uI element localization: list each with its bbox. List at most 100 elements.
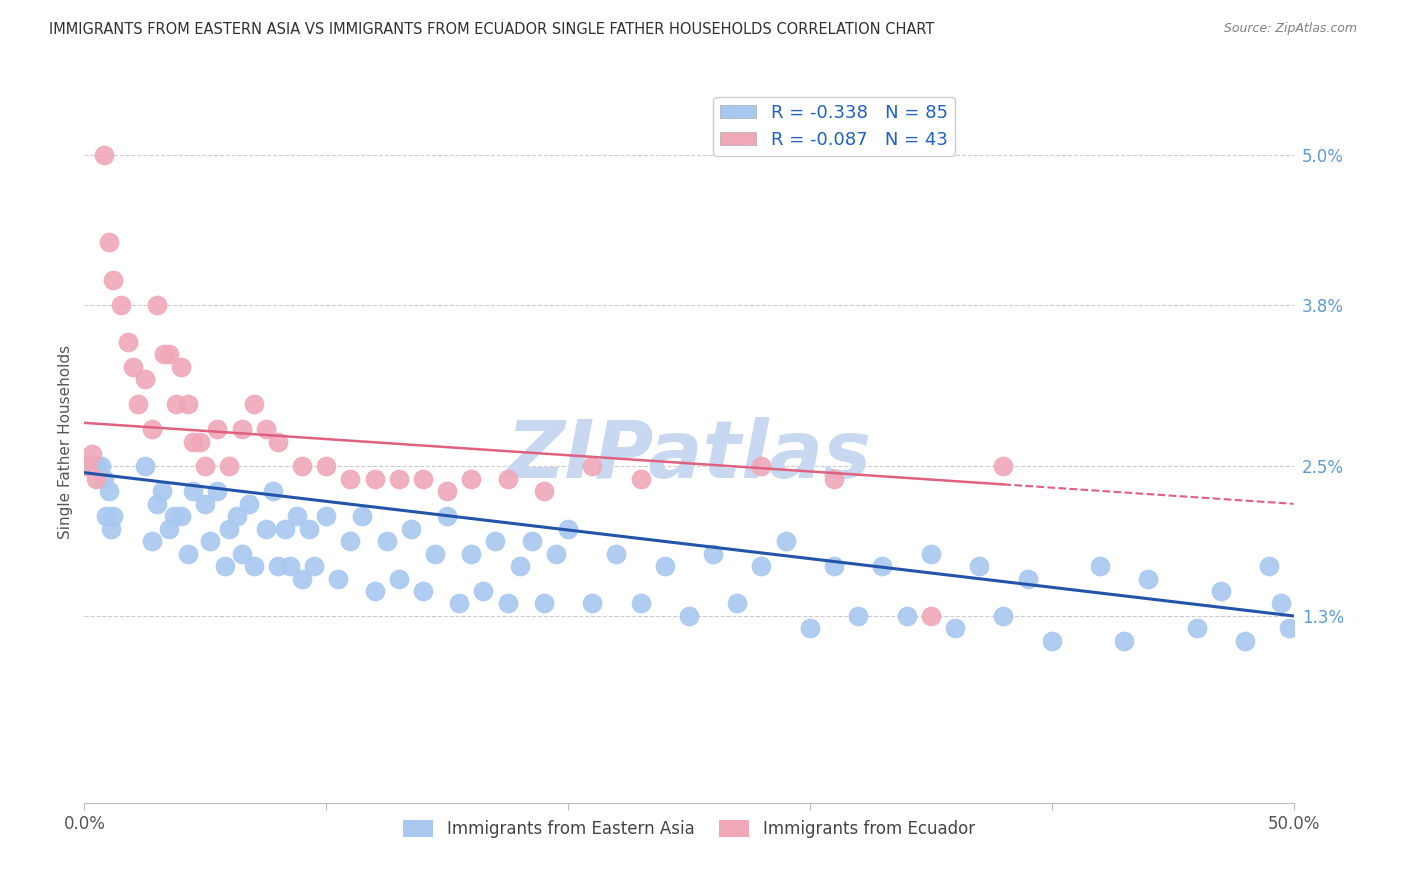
Point bbox=[1278, 621, 1301, 635]
Point bbox=[943, 621, 966, 635]
Point bbox=[134, 372, 156, 386]
Point bbox=[725, 597, 748, 611]
Point bbox=[496, 472, 519, 486]
Point bbox=[315, 459, 337, 474]
Point bbox=[993, 459, 1015, 474]
Point bbox=[775, 534, 797, 549]
Point bbox=[238, 497, 260, 511]
Point bbox=[799, 621, 821, 635]
Point bbox=[339, 472, 361, 486]
Point bbox=[153, 347, 176, 361]
Point bbox=[76, 459, 98, 474]
Point bbox=[285, 509, 308, 524]
Point bbox=[533, 597, 555, 611]
Point bbox=[352, 509, 374, 524]
Point bbox=[254, 522, 277, 536]
Point bbox=[993, 609, 1015, 624]
Point bbox=[177, 397, 200, 411]
Point bbox=[1234, 633, 1257, 648]
Point bbox=[267, 434, 290, 449]
Point bbox=[103, 509, 125, 524]
Point bbox=[97, 235, 120, 250]
Point bbox=[207, 422, 229, 436]
Point bbox=[86, 472, 108, 486]
Legend: Immigrants from Eastern Asia, Immigrants from Ecuador: Immigrants from Eastern Asia, Immigrants… bbox=[396, 814, 981, 845]
Point bbox=[181, 484, 204, 499]
Point bbox=[484, 534, 506, 549]
Point bbox=[214, 559, 236, 574]
Point bbox=[157, 347, 180, 361]
Point bbox=[436, 484, 458, 499]
Point bbox=[654, 559, 676, 574]
Point bbox=[630, 597, 652, 611]
Point bbox=[146, 497, 169, 511]
Point bbox=[163, 509, 186, 524]
Point bbox=[93, 148, 115, 162]
Point bbox=[127, 397, 149, 411]
Point bbox=[231, 547, 253, 561]
Point bbox=[262, 484, 284, 499]
Point bbox=[399, 522, 422, 536]
Point bbox=[298, 522, 321, 536]
Point bbox=[896, 609, 918, 624]
Point bbox=[242, 397, 264, 411]
Point bbox=[242, 559, 264, 574]
Point bbox=[117, 334, 139, 349]
Point bbox=[190, 434, 212, 449]
Point bbox=[846, 609, 869, 624]
Point bbox=[302, 559, 325, 574]
Point bbox=[363, 472, 385, 486]
Point bbox=[76, 459, 98, 474]
Point bbox=[1258, 559, 1281, 574]
Point bbox=[170, 509, 193, 524]
Point bbox=[823, 559, 845, 574]
Point bbox=[363, 584, 385, 599]
Point bbox=[751, 559, 773, 574]
Point bbox=[181, 434, 204, 449]
Point bbox=[157, 522, 180, 536]
Text: Source: ZipAtlas.com: Source: ZipAtlas.com bbox=[1223, 22, 1357, 36]
Point bbox=[121, 359, 143, 374]
Point bbox=[1185, 621, 1208, 635]
Text: ZIPatlas: ZIPatlas bbox=[506, 417, 872, 495]
Point bbox=[86, 459, 108, 474]
Point bbox=[920, 609, 942, 624]
Point bbox=[146, 297, 169, 311]
Point bbox=[496, 597, 519, 611]
Point bbox=[375, 534, 398, 549]
Point bbox=[557, 522, 579, 536]
Point bbox=[141, 534, 163, 549]
Point bbox=[533, 484, 555, 499]
Point bbox=[274, 522, 297, 536]
Point bbox=[412, 472, 434, 486]
Point bbox=[544, 547, 567, 561]
Point bbox=[97, 484, 120, 499]
Point bbox=[94, 509, 117, 524]
Text: IMMIGRANTS FROM EASTERN ASIA VS IMMIGRANTS FROM ECUADOR SINGLE FATHER HOUSEHOLDS: IMMIGRANTS FROM EASTERN ASIA VS IMMIGRAN… bbox=[49, 22, 935, 37]
Point bbox=[1017, 572, 1039, 586]
Point bbox=[194, 497, 217, 511]
Point bbox=[436, 509, 458, 524]
Point bbox=[412, 584, 434, 599]
Point bbox=[194, 459, 217, 474]
Point bbox=[1209, 584, 1232, 599]
Point bbox=[278, 559, 301, 574]
Point bbox=[225, 509, 247, 524]
Point bbox=[1270, 597, 1292, 611]
Point bbox=[388, 472, 411, 486]
Point bbox=[207, 484, 229, 499]
Point bbox=[103, 272, 125, 286]
Point bbox=[110, 297, 132, 311]
Point bbox=[823, 472, 845, 486]
Point bbox=[141, 422, 163, 436]
Point bbox=[423, 547, 446, 561]
Point bbox=[449, 597, 471, 611]
Y-axis label: Single Father Households: Single Father Households bbox=[58, 344, 73, 539]
Point bbox=[165, 397, 187, 411]
Point bbox=[134, 459, 156, 474]
Point bbox=[231, 422, 253, 436]
Point bbox=[339, 534, 361, 549]
Point bbox=[967, 559, 990, 574]
Point bbox=[509, 559, 531, 574]
Point bbox=[581, 459, 603, 474]
